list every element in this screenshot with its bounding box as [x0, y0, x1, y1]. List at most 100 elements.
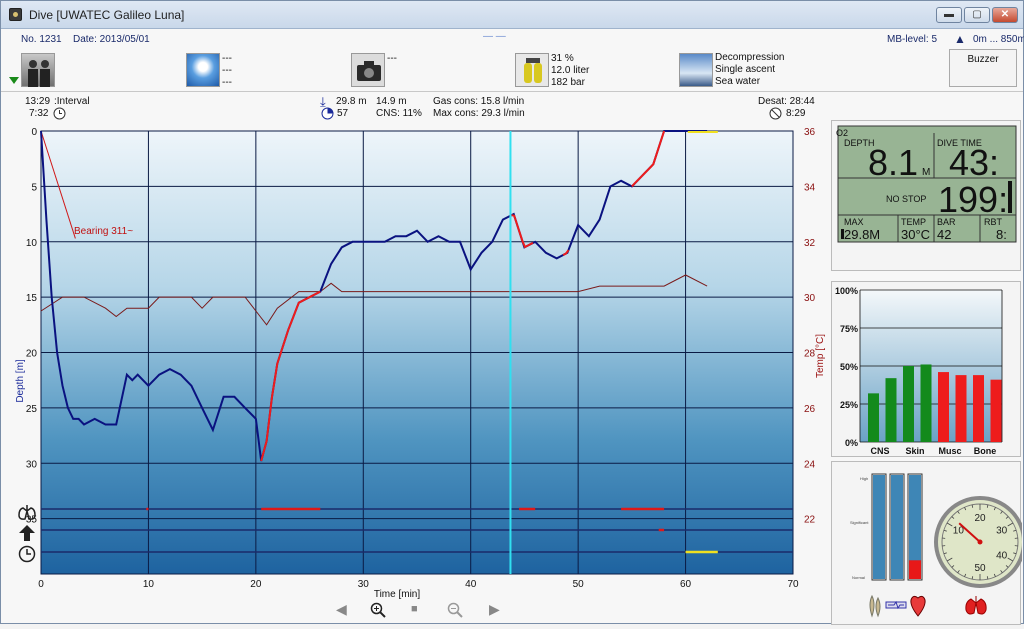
profile-ascent: Single ascent	[715, 64, 775, 75]
zoom-in-icon[interactable]	[370, 602, 386, 618]
temp-value: 30°C	[901, 227, 930, 242]
tissue-y-tick: 0%	[845, 438, 858, 448]
minimize-button[interactable]: ▬	[936, 7, 962, 23]
header-divider	[1, 91, 1023, 92]
gauge-label: 30	[996, 526, 1008, 537]
maximize-button[interactable]: ▢	[964, 7, 990, 23]
divetime-value: 43:	[949, 142, 999, 183]
window-title: Dive [UWATEC Galileo Luna]	[29, 8, 184, 22]
mb-level: MB-level: 5	[887, 34, 937, 45]
rbt-label: RBT	[984, 217, 1003, 227]
tissue-bar	[991, 380, 1002, 442]
desat-time: Desat: 28:44	[758, 96, 815, 107]
gas-oxygen: 31 %	[551, 53, 574, 64]
workload-level	[909, 560, 921, 579]
zoom-out-icon[interactable]	[447, 602, 463, 618]
tissue-y-tick: 50%	[840, 362, 858, 372]
y-tick-label: 15	[26, 293, 38, 304]
no-fly-time: 8:29	[786, 108, 805, 119]
bar-label: BAR	[937, 217, 956, 227]
cns-icon-value: 57	[337, 108, 348, 119]
workload-normal: Normal	[852, 575, 865, 580]
lungs-icon	[17, 503, 37, 521]
tissue-category: Skin	[905, 446, 924, 456]
profile-deco: Decompression	[715, 52, 784, 63]
workload-significant: Significant	[850, 520, 869, 525]
computer-display[interactable]: O2 DEPTH 8.1 M DIVE TIME 43: NO STOP 199…	[832, 121, 1022, 272]
buddy-photo[interactable]	[21, 53, 55, 87]
stop-button[interactable]: ■	[411, 603, 418, 615]
depth-unit: M	[922, 167, 930, 178]
fins-icon	[870, 596, 880, 616]
next-button[interactable]: ▶	[489, 601, 500, 618]
clock-small-icon	[53, 107, 66, 120]
weather-line-2: ---	[222, 65, 232, 76]
tank-icon[interactable]	[515, 53, 549, 87]
tissue-bar	[868, 393, 879, 442]
dive-type-icon[interactable]	[679, 53, 713, 87]
temp-tick-label: 36	[804, 127, 816, 138]
cns-icon	[321, 107, 334, 120]
max-consumption: Max cons: 29.3 l/min	[433, 108, 525, 119]
weather-icon[interactable]	[186, 53, 220, 87]
tissue-y-tick: 25%	[840, 400, 858, 410]
tissue-y-ticks: 100% 75% 50% 25% 0%	[835, 286, 858, 448]
tissue-y-tick: 100%	[835, 286, 858, 296]
gauge-label: 20	[974, 513, 986, 524]
cns-value: CNS: 11%	[376, 108, 422, 119]
temp-axis-label: Temp [°C]	[815, 334, 826, 378]
max-label: MAX	[844, 217, 864, 227]
clock-icon	[17, 545, 37, 563]
buzzer-panel[interactable]: Buzzer	[949, 49, 1017, 87]
gas-pressure: 182 bar	[551, 77, 585, 88]
x-tick-label: 70	[787, 579, 799, 590]
tissue-bar	[973, 375, 984, 442]
tissue-bar	[938, 372, 949, 442]
title-bar: Dive [UWATEC Galileo Luna] ▬ ▢ ✕	[1, 1, 1023, 29]
nostop-value: 199:	[938, 179, 1008, 220]
surface-time: 7:32	[29, 108, 48, 119]
workload-columns	[872, 474, 922, 580]
tissue-bar	[903, 366, 914, 442]
tissue-bar	[956, 375, 967, 442]
camera-line: ---	[387, 53, 397, 64]
max-bar-marker	[841, 229, 844, 239]
rbt-value: 8:	[996, 227, 1007, 242]
expand-arrow-icon[interactable]	[9, 77, 19, 84]
temp-tick-label: 22	[804, 515, 816, 526]
workload-fill	[891, 475, 903, 579]
x-tick-label: 10	[143, 579, 155, 590]
camera-icon[interactable]	[351, 53, 385, 87]
lungs-small-icon	[966, 596, 986, 614]
y-tick-label: 30	[26, 459, 38, 470]
close-button[interactable]: ✕	[992, 7, 1018, 23]
weather-line-3: ---	[222, 77, 232, 88]
buzzer-label: Buzzer	[967, 54, 998, 65]
mountain-icon: ▲	[954, 32, 966, 46]
bearing-label: Bearing 311~	[74, 226, 133, 237]
depth-value: 8.1	[868, 142, 918, 183]
gauge-label: 40	[996, 551, 1008, 562]
tissue-bar	[921, 364, 932, 442]
temp-label: TEMP	[901, 217, 926, 227]
temp-tick-label: 26	[804, 404, 816, 415]
x-tick-label: 50	[573, 579, 585, 590]
dive-number: No. 1231	[21, 34, 62, 45]
temp-tick-label: 28	[804, 349, 816, 360]
gauge-label: 50	[974, 563, 986, 574]
prev-button[interactable]: ◀	[336, 601, 347, 618]
no-fly-icon	[769, 107, 782, 120]
x-tick-label: 0	[38, 579, 44, 590]
workload-high: High	[860, 476, 868, 481]
temp-tick-label: 24	[804, 459, 816, 470]
tissue-category: Musc	[938, 446, 961, 456]
y-axis-label: Depth [m]	[15, 359, 26, 403]
tissue-y-tick: 75%	[840, 324, 858, 334]
